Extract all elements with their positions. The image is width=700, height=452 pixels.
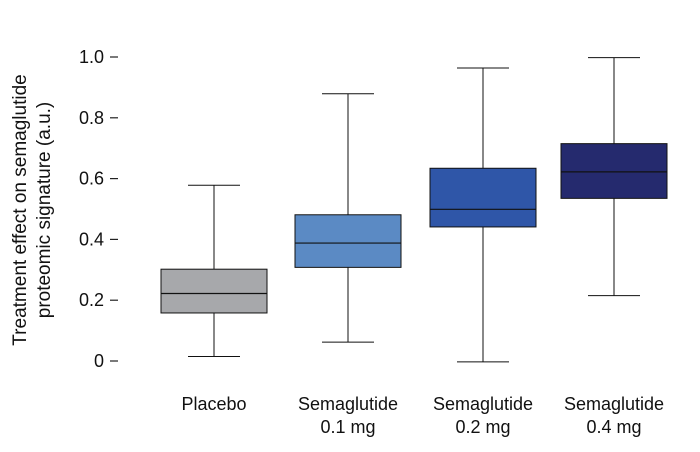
iqr-box	[429, 167, 537, 228]
y-axis-title-line: proteomic signature (a.u.)	[34, 102, 55, 319]
x-category-label: Placebo	[181, 394, 246, 414]
y-axis-title-line: Treatment effect on semaglutide	[10, 74, 31, 345]
x-category-label: Semaglutide 0.2 mg	[433, 394, 533, 437]
x-category-label-line: Semaglutide	[564, 394, 664, 414]
y-tick-label: 1.0	[79, 47, 104, 67]
x-category-label: Semaglutide 0.1 mg	[298, 394, 398, 437]
y-axis-label: Treatment effect on semaglutide proteomic…	[10, 74, 55, 345]
iqr-box	[160, 268, 268, 314]
box-group	[294, 93, 402, 343]
box-group	[160, 184, 268, 357]
y-tick-label: 0.4	[79, 229, 104, 249]
box-group	[560, 57, 668, 297]
y-axis-title: Treatment effect on semaglutide proteomic…	[10, 74, 55, 345]
x-category-label: Semaglutide 0.4 mg	[564, 394, 664, 437]
x-category-label-line: Semaglutide	[433, 394, 533, 414]
iqr-box	[294, 214, 402, 268]
box-series	[160, 57, 668, 363]
x-axis-labels: Placebo Semaglutide 0.1 mg Semaglutide 0.2 m…	[181, 394, 664, 437]
x-category-label-line: Placebo	[181, 394, 246, 414]
x-category-label-line: Semaglutide	[298, 394, 398, 414]
iqr-box	[560, 143, 668, 199]
y-tick-label: 0.8	[79, 108, 104, 128]
box-group	[429, 67, 537, 363]
x-category-label-line: 0.4 mg	[586, 417, 641, 437]
y-tick-label: 0	[94, 351, 104, 371]
x-category-label-line: 0.1 mg	[320, 417, 375, 437]
y-axis: 0 0.2 0.4 0.6 0.8 1.0	[79, 47, 118, 371]
y-tick-label: 0.6	[79, 169, 104, 189]
y-tick-label: 0.2	[79, 290, 104, 310]
x-category-label-line: 0.2 mg	[455, 417, 510, 437]
